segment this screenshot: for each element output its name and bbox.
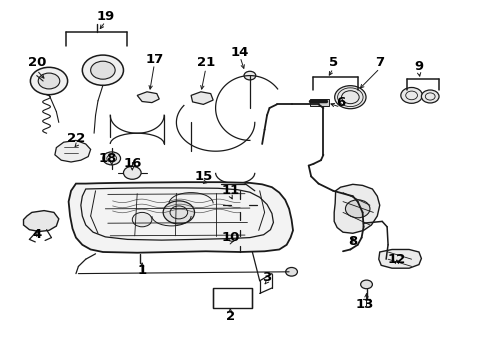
Text: 7: 7 — [375, 57, 384, 69]
Text: 16: 16 — [123, 157, 142, 170]
Bar — [310, 99, 329, 106]
Text: 13: 13 — [356, 298, 374, 311]
Circle shape — [91, 61, 115, 79]
Text: 4: 4 — [32, 228, 41, 240]
Polygon shape — [191, 92, 213, 104]
Text: 20: 20 — [27, 57, 46, 69]
Text: 3: 3 — [263, 271, 271, 284]
Circle shape — [123, 166, 141, 179]
Circle shape — [30, 67, 68, 95]
Text: 21: 21 — [196, 57, 215, 69]
Polygon shape — [379, 249, 421, 268]
Bar — [213, 288, 252, 308]
Circle shape — [335, 86, 366, 109]
Circle shape — [38, 73, 60, 89]
Polygon shape — [55, 140, 91, 162]
Circle shape — [163, 201, 195, 224]
Text: 15: 15 — [194, 170, 213, 183]
Circle shape — [421, 90, 439, 103]
Text: 11: 11 — [221, 184, 240, 197]
Circle shape — [345, 200, 370, 218]
Circle shape — [103, 152, 121, 165]
Circle shape — [82, 55, 123, 85]
Text: 2: 2 — [226, 310, 235, 323]
Text: 10: 10 — [221, 231, 240, 244]
Text: 12: 12 — [388, 253, 406, 266]
Circle shape — [361, 280, 372, 289]
Polygon shape — [24, 211, 59, 231]
Polygon shape — [334, 184, 380, 233]
Text: 17: 17 — [145, 53, 164, 66]
Text: 6: 6 — [336, 96, 345, 109]
Text: 9: 9 — [415, 60, 423, 73]
Polygon shape — [137, 92, 159, 103]
Text: 8: 8 — [348, 235, 357, 248]
Text: 14: 14 — [231, 46, 249, 59]
Text: 18: 18 — [98, 152, 117, 165]
Text: 5: 5 — [329, 57, 338, 69]
Circle shape — [233, 236, 247, 246]
Circle shape — [286, 267, 297, 276]
Polygon shape — [69, 182, 293, 253]
Text: 1: 1 — [138, 264, 147, 276]
Circle shape — [244, 71, 256, 80]
Circle shape — [401, 87, 422, 103]
Circle shape — [231, 199, 249, 212]
Text: 19: 19 — [96, 10, 115, 23]
Circle shape — [132, 212, 152, 227]
Text: 22: 22 — [67, 132, 85, 145]
